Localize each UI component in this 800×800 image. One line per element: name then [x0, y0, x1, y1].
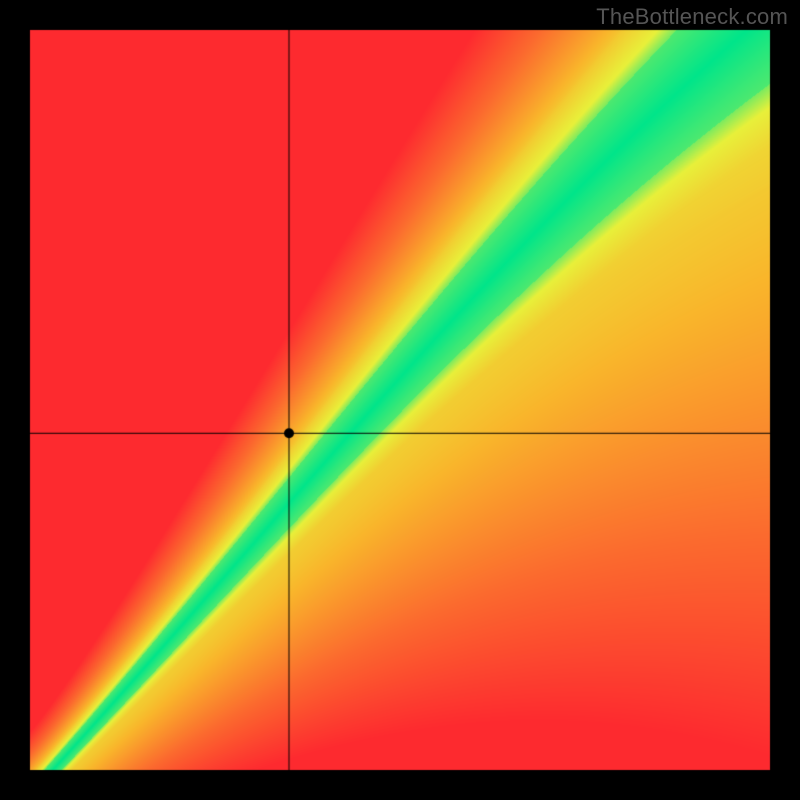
bottleneck-heatmap-canvas [0, 0, 800, 800]
chart-container: TheBottleneck.com [0, 0, 800, 800]
watermark-text: TheBottleneck.com [596, 4, 788, 30]
